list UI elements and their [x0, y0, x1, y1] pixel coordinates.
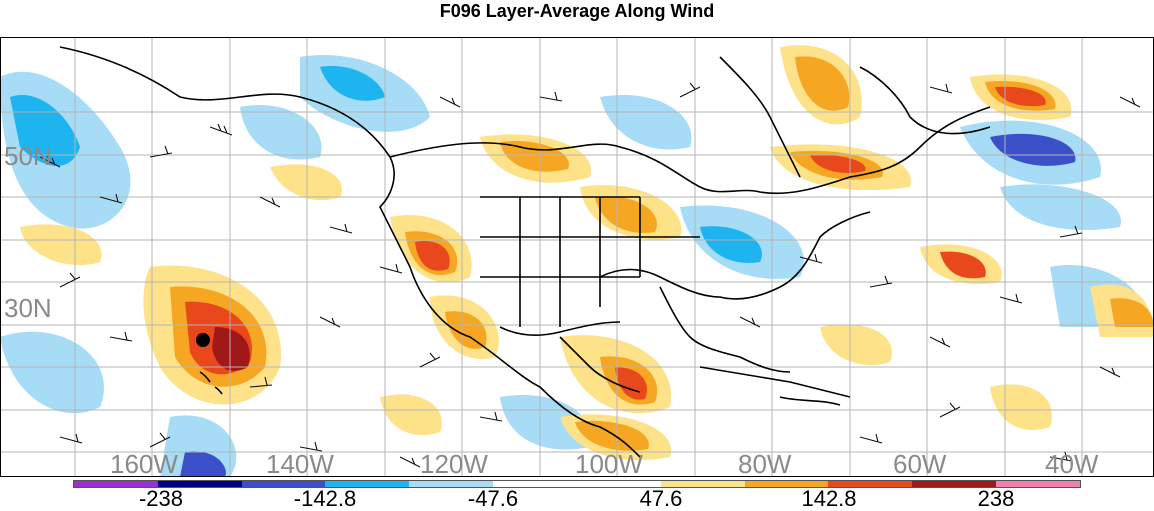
lon-label-80w: 80W	[738, 449, 792, 477]
colorbar-swatch-0	[74, 481, 158, 487]
colorbar	[73, 480, 1081, 488]
colorbar-swatch-1	[157, 481, 242, 487]
colorbar-label-142-8: 142.8	[801, 486, 857, 511]
lat-label-30n: 30N	[4, 293, 52, 323]
chart-title: F096 Layer-Average Along Wind	[439, 1, 715, 21]
station-marker	[196, 333, 210, 347]
map-svg: 50N 30N 160W 140W 120W 100W 80W 60W 40W	[0, 37, 1154, 477]
shading-layer	[0, 45, 1154, 477]
lon-label-40w: 40W	[1045, 449, 1099, 477]
coastlines	[59, 46, 991, 458]
lat-label-50n: 50N	[4, 141, 52, 171]
colorbar-label-neg238: -238	[138, 486, 184, 511]
colorbar-swatch-8	[744, 481, 829, 487]
lon-label-160w: 160W	[110, 449, 178, 477]
colorbar-swatch-2	[241, 481, 326, 487]
colorbar-swatch-10	[912, 481, 997, 487]
colorbar-label-neg47-6: -47.6	[467, 486, 519, 511]
colorbar-swatch-4	[409, 481, 494, 487]
wind-barbs	[39, 82, 1141, 468]
lon-label-120w: 120W	[420, 449, 488, 477]
lon-label-60w: 60W	[893, 449, 947, 477]
colorbar-swatch-7	[660, 481, 745, 487]
lon-label-140w: 140W	[266, 449, 334, 477]
lon-label-100w: 100W	[575, 449, 643, 477]
colorbar-swatch-11	[996, 481, 1080, 487]
colorbar-label-238: 238	[977, 486, 1015, 511]
colorbar-label-neg142-8: -142.8	[293, 486, 357, 511]
colorbar-label-47-6: 47.6	[639, 486, 683, 511]
colorbar-swatch-9	[828, 481, 913, 487]
graticule	[0, 37, 1154, 477]
colorbar-labels: -238 -142.8 -47.6 47.6 142.8 238	[0, 486, 1154, 511]
colorbar-swatch-3	[325, 481, 410, 487]
colorbar-swatch-6	[576, 481, 661, 487]
colorbar-swatch-5	[493, 481, 577, 487]
map-panel: 50N 30N 160W 140W 120W 100W 80W 60W 40W	[0, 37, 1154, 477]
